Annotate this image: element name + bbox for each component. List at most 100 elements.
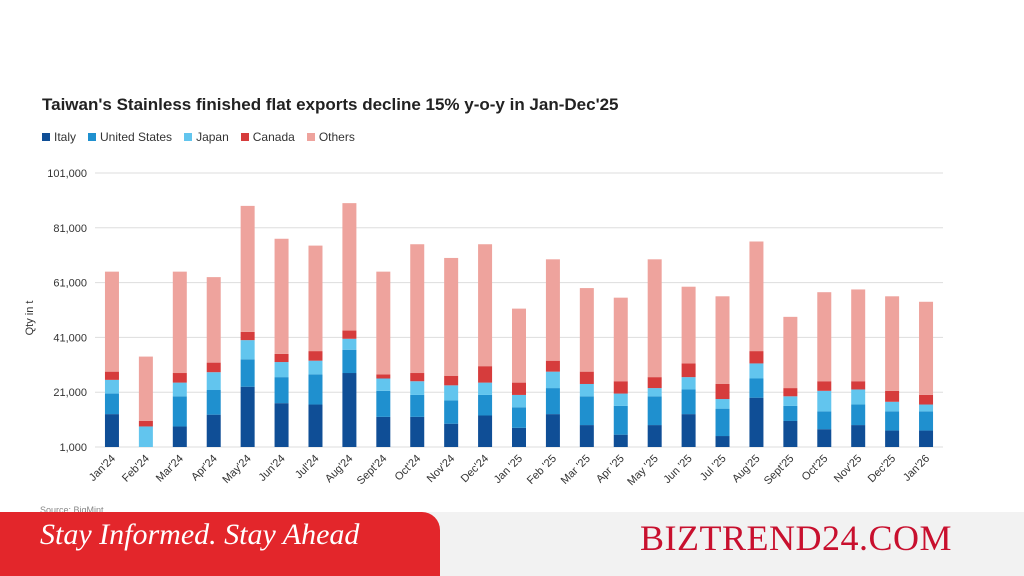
x-tick-label: May '25 [625,453,660,488]
bar-segment-canada [579,371,594,384]
bar-segment-italy [817,429,832,447]
bar-segment-canada [885,390,900,402]
bar-segment-italy [851,425,866,447]
bar-segment-united-states [885,411,900,431]
y-tick-label: 21,000 [53,387,87,399]
legend-label-canada: Canada [252,130,295,144]
legend-swatch-japan [184,133,193,141]
bar-segment-canada [783,388,798,397]
bar-segment-united-states [715,408,730,437]
legend-label-italy: Italy [54,130,77,144]
bar-segment-japan [647,388,662,397]
bar-segment-others [308,245,323,352]
bar-segment-others [851,289,866,382]
bar-segment-japan [749,363,764,379]
bar-segment-japan [478,382,493,395]
bar-segment-japan [410,381,425,395]
bar-segment-others [342,203,357,331]
y-tick-label: 1,000 [59,442,87,454]
bar-segment-japan [919,404,934,412]
bar-segment-canada [749,351,764,364]
bar-segment-japan [613,393,628,406]
bar-segment-canada [342,330,357,339]
bar-segment-japan [783,396,798,406]
bar-segment-japan [206,372,221,391]
bar-segment-canada [104,371,119,380]
x-tick-label: Sept'24 [355,453,390,488]
bar-segment-canada [851,381,866,390]
x-tick-label: Mar'24 [154,453,186,485]
bar-segment-italy [919,430,934,447]
bar-segment-italy [206,414,221,447]
bar-segment-japan [274,362,289,378]
bar-segment-italy [783,420,798,447]
bar-segment-canada [172,373,187,383]
bar-segment-italy [172,426,187,447]
x-tick-label: Jan'26 [901,453,932,484]
bar-segment-japan [172,382,187,397]
y-tick-label: 61,000 [53,278,87,290]
bar-segment-canada [817,381,832,391]
bar-segment-united-states [240,359,255,387]
bar-segment-united-states [647,396,662,426]
bar-segment-japan [579,383,594,397]
bar-segment-united-states [579,396,594,426]
bar-segment-italy [444,423,459,447]
bar-segment-japan [240,340,255,360]
bar-segment-italy [545,414,560,447]
bar-segment-canada [206,362,221,373]
bar-segment-canada [240,331,255,341]
x-tick-label: Aug'24 [323,453,355,485]
x-tick-label: Jan '25 [492,453,525,486]
x-tick-label: Apr'24 [189,453,220,484]
bar-segment-others [410,244,425,374]
legend-label-others: Others [318,130,355,144]
bar-segment-united-states [783,405,798,421]
x-tick-label: Apr '25 [594,453,627,486]
bar-segment-united-states [817,411,832,430]
x-tick-label: May'24 [220,453,253,486]
bar-segment-canada [376,374,391,379]
bar-segment-japan [851,389,866,405]
x-tick-label: Aug'25 [730,453,762,485]
bar-segment-others [240,205,255,332]
bar-segment-canada [478,366,493,383]
x-tick-label: Nov'24 [425,453,457,485]
chart-title: Taiwan's Stainless finished flat exports… [42,95,619,114]
chart-plot-area: 1,000 21,000 41,000 61,000 81,000 101,000 Jan'… [24,168,943,488]
bar-segment-others [579,288,594,372]
bar-segment-italy [410,416,425,447]
brand-logo-text[interactable]: BIZTREND24.COM [640,518,952,558]
bar-layer [104,203,934,447]
x-tick-label: Feb'24 [120,453,152,485]
bar-segment-others [613,297,628,382]
y-tick-label: 101,000 [47,168,87,180]
x-tick-label: Jun'24 [257,453,288,484]
x-tick-label: Feb '25 [525,453,559,487]
bar-segment-italy [512,427,526,447]
chart-legend: Italy United States Japan Canada Others [42,130,367,144]
bar-segment-united-states [613,405,628,435]
bar-segment-italy [681,414,696,447]
bar-segment-japan [545,371,560,389]
bar-segment-canada [647,377,662,389]
bar-segment-united-states [444,400,459,424]
bar-segment-others [104,271,119,372]
tagline-text: Stay Informed. Stay Ahead [40,518,360,551]
y-tick-label: 41,000 [53,332,87,344]
bar-segment-united-states [749,378,764,398]
x-tick-label: Sept'25 [762,453,797,488]
bar-segment-others [919,301,934,395]
bar-segment-others [274,238,289,354]
legend-swatch-others [306,133,315,141]
bar-segment-others [681,286,696,364]
x-tick-label: Jul '25 [698,453,729,484]
bar-segment-japan [104,379,119,394]
bar-segment-italy [274,403,289,447]
y-tick-label: 81,000 [53,223,87,235]
bar-segment-canada [308,351,323,361]
bar-segment-italy [613,434,628,447]
bar-segment-canada [410,373,425,382]
bar-segment-others [783,316,798,389]
bar-segment-others [817,292,832,382]
